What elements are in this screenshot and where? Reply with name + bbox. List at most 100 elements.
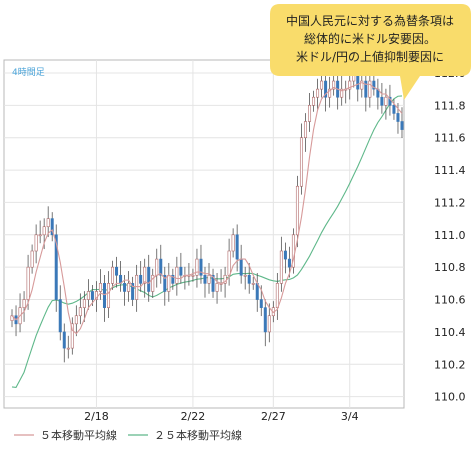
candle — [163, 266, 167, 306]
grid-lines — [4, 60, 404, 408]
candle-body — [380, 96, 384, 106]
candle-body — [287, 258, 291, 268]
candle-body — [316, 88, 320, 98]
candle — [316, 78, 320, 110]
candle-body — [320, 80, 324, 90]
candle-body — [22, 299, 26, 308]
candle-body — [259, 299, 263, 308]
candle — [279, 236, 283, 292]
candle — [392, 98, 396, 120]
candle — [283, 242, 287, 274]
candle — [46, 206, 50, 238]
candle-body — [30, 250, 34, 268]
candle — [175, 256, 179, 296]
candle — [199, 244, 203, 284]
candle — [372, 74, 376, 96]
candle — [74, 305, 78, 337]
y-tick-label: 111.4 — [434, 164, 466, 177]
candle-body — [267, 315, 271, 333]
candle — [388, 84, 392, 116]
candle-body — [255, 283, 259, 300]
candle — [70, 317, 74, 355]
x-tick-label: 2/22 — [181, 410, 206, 423]
y-tick-label: 111.6 — [434, 132, 466, 145]
candle-body — [62, 331, 66, 349]
candle-body — [348, 80, 352, 90]
candle-body — [74, 315, 78, 325]
candle — [235, 224, 239, 272]
candle-body — [139, 274, 143, 284]
candle — [364, 72, 368, 112]
candle — [263, 299, 267, 347]
callout-line-3: 米ドル/円の上値抑制要因に — [296, 49, 444, 64]
candle — [211, 268, 215, 298]
candle-body — [251, 283, 255, 285]
candle-body — [364, 80, 368, 98]
candle — [400, 107, 404, 139]
x-axis-ticks: 2/18 2/22 2/27 3/4 — [84, 410, 358, 423]
y-tick-label: 110.8 — [434, 261, 466, 274]
y-tick-label: 111.2 — [434, 196, 466, 209]
candle-body — [50, 218, 54, 236]
candle-body — [106, 283, 111, 308]
candle — [98, 269, 102, 300]
candle — [127, 271, 131, 302]
x-tick-label: 2/18 — [84, 410, 109, 423]
candle — [299, 123, 303, 195]
candle-body — [191, 274, 195, 277]
candle-body — [227, 250, 231, 276]
candle-body — [243, 274, 247, 277]
candle — [207, 262, 211, 294]
candle-body — [203, 274, 207, 284]
candle-body — [275, 283, 279, 308]
candle-body — [102, 283, 106, 308]
candle — [82, 291, 86, 322]
candle — [195, 248, 199, 288]
candle-body — [38, 234, 42, 237]
candle — [147, 254, 151, 302]
legend-label-ma25: ２５本移動平均線 — [154, 428, 242, 442]
candle — [50, 212, 54, 242]
candle-body — [58, 299, 62, 333]
candle-body — [135, 274, 139, 300]
candle-body — [159, 258, 163, 276]
candle-body — [147, 266, 151, 292]
series-ma25-line — [11, 95, 403, 389]
candle — [143, 258, 147, 298]
candle-body — [231, 234, 235, 252]
candle-body — [42, 226, 46, 236]
candle-body — [360, 80, 364, 90]
candle — [324, 72, 328, 112]
candle-body — [86, 291, 90, 300]
candle-body — [328, 88, 332, 98]
candle — [291, 228, 295, 274]
candle-body — [98, 283, 102, 292]
candle-body — [303, 121, 308, 138]
annotation-callout: 中国人民元に対する為替条項は 総体的に米ドル安要因。 米ドル/円の上値抑制要因に — [270, 4, 471, 100]
candle-body — [211, 274, 215, 292]
candle-body — [78, 307, 82, 317]
candle-body — [247, 274, 251, 284]
y-tick-label: 110.4 — [434, 326, 466, 339]
candle-body — [263, 307, 267, 333]
candle — [102, 274, 106, 322]
candle-body — [131, 283, 135, 300]
candle-body — [94, 291, 98, 300]
candle-body — [143, 266, 147, 284]
candle-body — [155, 258, 159, 276]
y-tick-label: 111.0 — [434, 229, 466, 242]
x-tick-label: 2/27 — [261, 410, 286, 423]
candle — [78, 293, 82, 325]
y-tick-label: 110.2 — [434, 358, 466, 371]
candle-body — [127, 283, 131, 292]
candle — [62, 323, 66, 363]
candle-body — [299, 137, 303, 187]
candle — [86, 279, 90, 310]
candle-body — [82, 299, 86, 308]
candle — [151, 268, 155, 298]
candle — [131, 276, 135, 307]
candle-body — [207, 274, 211, 284]
candle-body — [66, 347, 70, 350]
candle — [26, 254, 30, 310]
